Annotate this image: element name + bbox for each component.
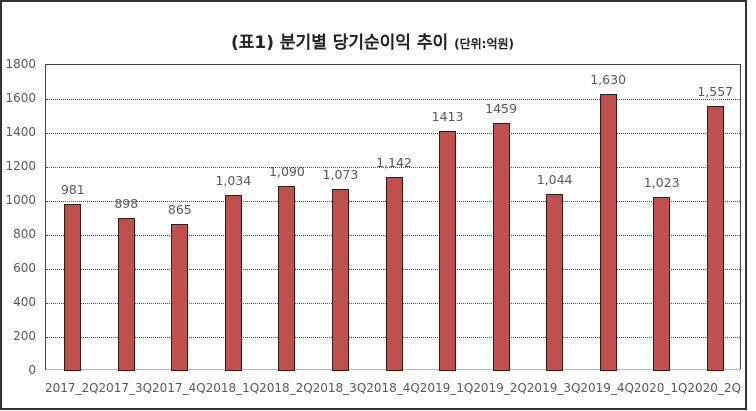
data-label: 1,023 [643,175,680,191]
data-label: 1413 [431,108,464,124]
data-label: 1,034 [215,173,252,189]
y-tick-label: 1600 [5,91,36,105]
bar-2017_2Q [64,204,82,371]
x-tick-label: 2018_4Q [366,381,420,395]
data-label: 1459 [485,100,517,116]
x-tick-label: 2017_3Q [98,381,153,395]
y-tick-label: 1000 [5,193,36,207]
gridline [46,99,740,100]
data-label: 1,044 [536,171,573,187]
data-label: 865 [167,201,192,217]
gridline [46,167,740,168]
chart-title: (표1) 분기별 당기순이익 추이 (단위:억원) [0,28,745,53]
bar-2018_3Q [331,188,349,371]
x-tick-label: 2018_2Q [259,381,313,395]
data-label: 1,630 [590,71,627,87]
bar-2019_2Q [492,122,510,371]
bar-2020_1Q [653,197,671,371]
bar-2018_4Q [385,176,403,371]
y-tick-label: 1800 [5,57,36,71]
data-label: 1,557 [697,84,734,100]
x-tick-label: 2019_1Q [419,381,474,395]
x-tick-label: 2018_1Q [205,381,260,395]
data-label: 981 [60,182,85,198]
y-tick-label: 400 [13,295,36,309]
x-tick-label: 2020_2Q [687,381,742,395]
data-label: 1,142 [376,154,412,170]
y-tick-label: 0 [28,363,36,377]
gridline [46,133,740,134]
data-label: 1,073 [322,166,359,182]
data-label: 898 [114,196,139,212]
bar-2017_3Q [117,218,135,371]
x-tick-label: 2018_3Q [312,381,367,395]
plot-area: 981 898 865 1,034 1,090 1,073 1,142 1413 1459 1,0… [45,64,741,371]
bar-2018_1Q [224,195,242,371]
y-tick-label: 200 [13,329,36,343]
chart-unit-label: (단위:억원) [454,37,515,51]
x-tick-label: 2017_4Q [152,381,206,395]
bar-2020_2Q [706,106,724,371]
data-label: 1,090 [269,163,305,179]
y-tick-label: 1400 [5,125,36,139]
bar-2018_2Q [278,185,296,371]
x-tick-label: 2017_2Q [44,381,99,395]
bar-2019_4Q [599,93,617,371]
bar-2019_1Q [439,130,457,371]
x-tick-label: 2019_4Q [580,381,634,395]
x-tick-label: 2019_2Q [473,381,527,395]
y-tick-label: 600 [13,261,36,275]
bar-2017_4Q [171,223,189,371]
chart-title-text: (표1) 분기별 당기순이익 추이 [230,33,449,53]
y-tick-label: 1200 [5,159,36,173]
y-tick-label: 800 [13,227,36,241]
x-tick-label: 2020_1Q [633,381,688,395]
bar-2019_3Q [546,193,564,371]
x-tick-label: 2019_3Q [526,381,581,395]
